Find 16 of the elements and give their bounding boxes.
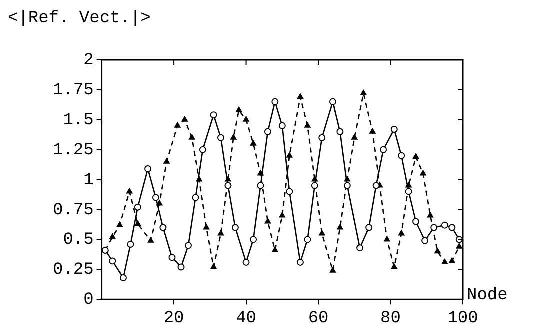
- y-tick-label: 0.25: [52, 261, 94, 280]
- x-tick-label: 40: [236, 309, 256, 328]
- y-tick-label: 1.25: [52, 141, 94, 160]
- y-tick-label: 2: [84, 52, 94, 70]
- y-tick-label: 1: [84, 171, 94, 190]
- x-axis-title: Node: [467, 286, 508, 306]
- y-tick-label: 0.5: [63, 231, 94, 250]
- x-tick-label: 60: [308, 309, 329, 328]
- x-tick-label: 80: [380, 309, 401, 328]
- y-tick-label: 0: [84, 291, 94, 310]
- y-tick-label: 1.5: [63, 111, 94, 130]
- x-tick-label: 100: [448, 309, 478, 328]
- chart-title: <|Ref. Vect.|>: [8, 10, 151, 28]
- y-tick-label: 0.75: [52, 201, 94, 220]
- x-tick-label: 20: [164, 309, 184, 328]
- y-tick-label: 1.75: [52, 81, 94, 100]
